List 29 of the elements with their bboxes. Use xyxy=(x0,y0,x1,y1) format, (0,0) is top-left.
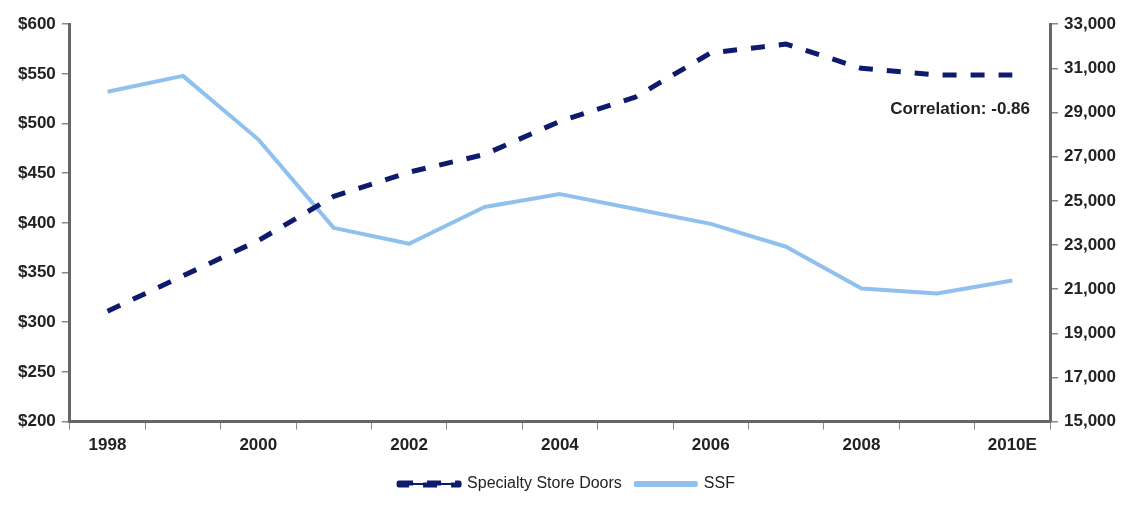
annotation: Correlation: -0.86 xyxy=(890,98,1030,118)
y2-tick-label: 17,000 xyxy=(1064,367,1116,387)
y2-tick-label: 19,000 xyxy=(1064,322,1116,342)
x-tick-label: 2004 xyxy=(541,435,580,455)
x-tick-label: 2002 xyxy=(390,435,429,455)
y-tick-label: $200 xyxy=(17,411,56,431)
y-tick-label: $350 xyxy=(17,262,56,282)
y2-tick-label: 29,000 xyxy=(1064,102,1116,122)
y2-tick-label: 31,000 xyxy=(1064,58,1116,78)
y2-tick-label: 25,000 xyxy=(1064,190,1116,210)
y2-tick-label: 33,000 xyxy=(1064,13,1116,33)
y2-tick-label: 27,000 xyxy=(1064,146,1116,166)
y2-tick-label: 15,000 xyxy=(1064,411,1116,431)
legend-label: SSF xyxy=(703,474,736,492)
legend-label: Specialty Store Doors xyxy=(467,474,622,492)
y-tick-label: $500 xyxy=(17,113,56,133)
y-tick-label: $250 xyxy=(17,361,56,381)
y-tick-label: $550 xyxy=(17,63,56,83)
y-tick-label: $600 xyxy=(17,13,56,33)
x-tick-label: 2006 xyxy=(691,435,730,455)
x-tick-label: 2000 xyxy=(239,435,278,455)
x-tick-label: 1998 xyxy=(88,435,127,455)
y-tick-label: $450 xyxy=(17,162,56,182)
x-tick-label: 2008 xyxy=(842,435,881,455)
y-tick-label: $300 xyxy=(17,311,56,331)
y2-tick-label: 23,000 xyxy=(1064,234,1116,254)
x-tick-label: 2010E xyxy=(987,435,1037,455)
y-tick-label: $400 xyxy=(17,212,56,232)
y2-tick-label: 21,000 xyxy=(1064,278,1116,298)
